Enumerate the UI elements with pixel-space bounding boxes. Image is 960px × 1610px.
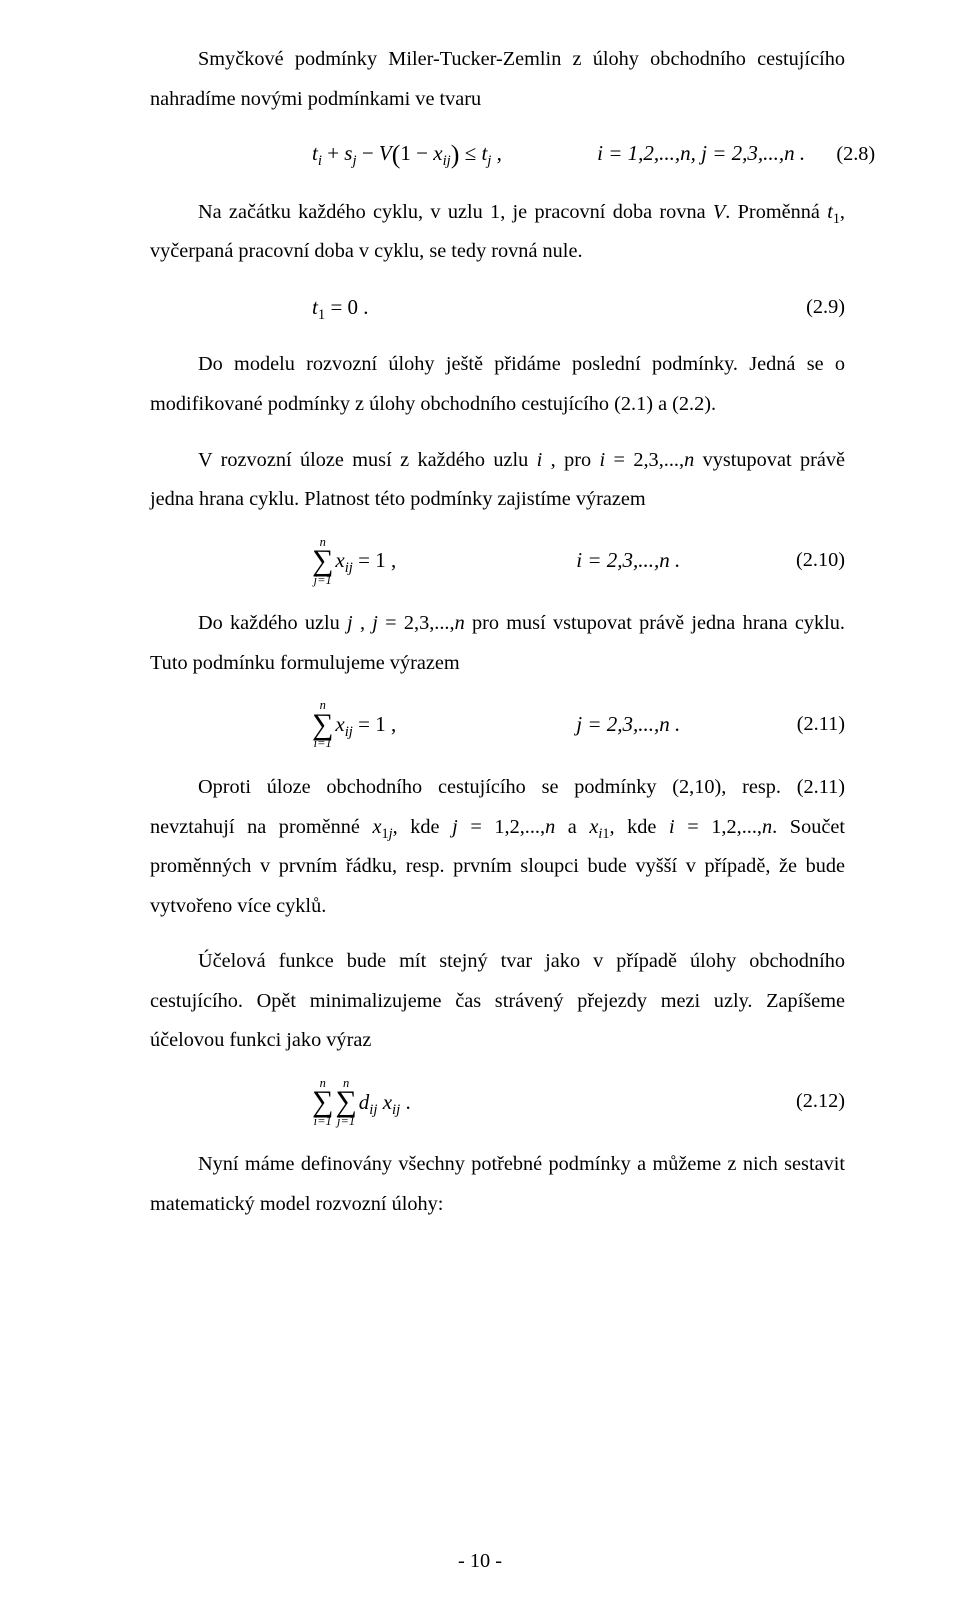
eq-body: n ∑ i=1 n ∑ j=1 dij xij .: [312, 1077, 775, 1128]
eq-body: t1 = 0 .: [312, 294, 775, 321]
eq-number: (2.12): [775, 1082, 845, 1122]
var-V: V: [713, 201, 725, 223]
sigma-icon: ∑: [312, 1089, 333, 1115]
text: . Proměnná: [725, 201, 827, 223]
text: a: [555, 816, 589, 838]
page-number: - 10 -: [0, 1542, 960, 1582]
text: Do každého uzlu: [198, 612, 347, 634]
sigma-icon: ∑: [312, 548, 333, 574]
equation-2-8: ti + sj − V(1 − xij) ≤ tj , i = 1,2,...,…: [150, 135, 845, 175]
paragraph-1: Smyčkové podmínky Miler-Tucker-Zemlin z …: [150, 40, 845, 119]
sum-lower: i=1: [314, 737, 332, 750]
paragraph-5: Do každého uzlu j , j = 2,3,...,n pro mu…: [150, 604, 845, 683]
sum-lower: i=1: [314, 1115, 332, 1128]
paragraph-4: V rozvozní úloze musí z každého uzlu i ,…: [150, 441, 845, 520]
eq-body: ti + sj − V(1 − xij) ≤ tj , i = 1,2,...,…: [312, 138, 805, 172]
eq-number: (2.11): [775, 705, 845, 745]
equation-2-12: n ∑ i=1 n ∑ j=1 dij xij . (2.12): [150, 1077, 845, 1128]
sum-lower: j=1: [337, 1115, 355, 1128]
page: Smyčkové podmínky Miler-Tucker-Zemlin z …: [0, 0, 960, 1610]
paragraph-8: Nyní máme definovány všechny potřebné po…: [150, 1145, 845, 1224]
text: ,: [353, 612, 373, 634]
eq-body: n ∑ i=1 xij = 1 , j = 2,3,...,n .: [312, 699, 775, 750]
sum-symbol-2: n ∑ j=1: [335, 1077, 356, 1128]
sigma-icon: ∑: [312, 712, 333, 738]
paragraph-7: Účelová funkce bude mít stejný tvar jako…: [150, 942, 845, 1061]
text: , kde: [609, 816, 669, 838]
eq-number: (2.9): [775, 288, 845, 328]
equation-2-10: n ∑ j=1 xij = 1 , i = 2,3,...,n . (2.10): [150, 536, 845, 587]
eq-number: (2.8): [805, 135, 875, 175]
equation-2-11: n ∑ i=1 xij = 1 , j = 2,3,...,n . (2.11): [150, 699, 845, 750]
paragraph-2: Na začátku každého cyklu, v uzlu 1, je p…: [150, 193, 845, 272]
eq-body: n ∑ j=1 xij = 1 , i = 2,3,...,n .: [312, 536, 775, 587]
sum-symbol-1: n ∑ i=1: [312, 1077, 333, 1128]
sigma-icon: ∑: [335, 1089, 356, 1115]
sum-symbol: n ∑ j=1: [312, 536, 333, 587]
text: V rozvozní úloze musí z každého uzlu: [198, 449, 537, 471]
paragraph-3: Do modelu rozvozní úlohy ještě přidáme p…: [150, 345, 845, 424]
sum-lower: j=1: [314, 574, 332, 587]
text: Oproti úloze obchodního cestujícího se p…: [150, 776, 845, 838]
equation-2-9: t1 = 0 . (2.9): [150, 288, 845, 328]
eq-number: (2.10): [775, 541, 845, 581]
text: , pro: [542, 449, 599, 471]
text: Na začátku každého cyklu, v uzlu 1, je p…: [198, 201, 713, 223]
text: , kde: [393, 816, 453, 838]
sum-symbol: n ∑ i=1: [312, 699, 333, 750]
paragraph-6: Oproti úloze obchodního cestujícího se p…: [150, 768, 845, 926]
